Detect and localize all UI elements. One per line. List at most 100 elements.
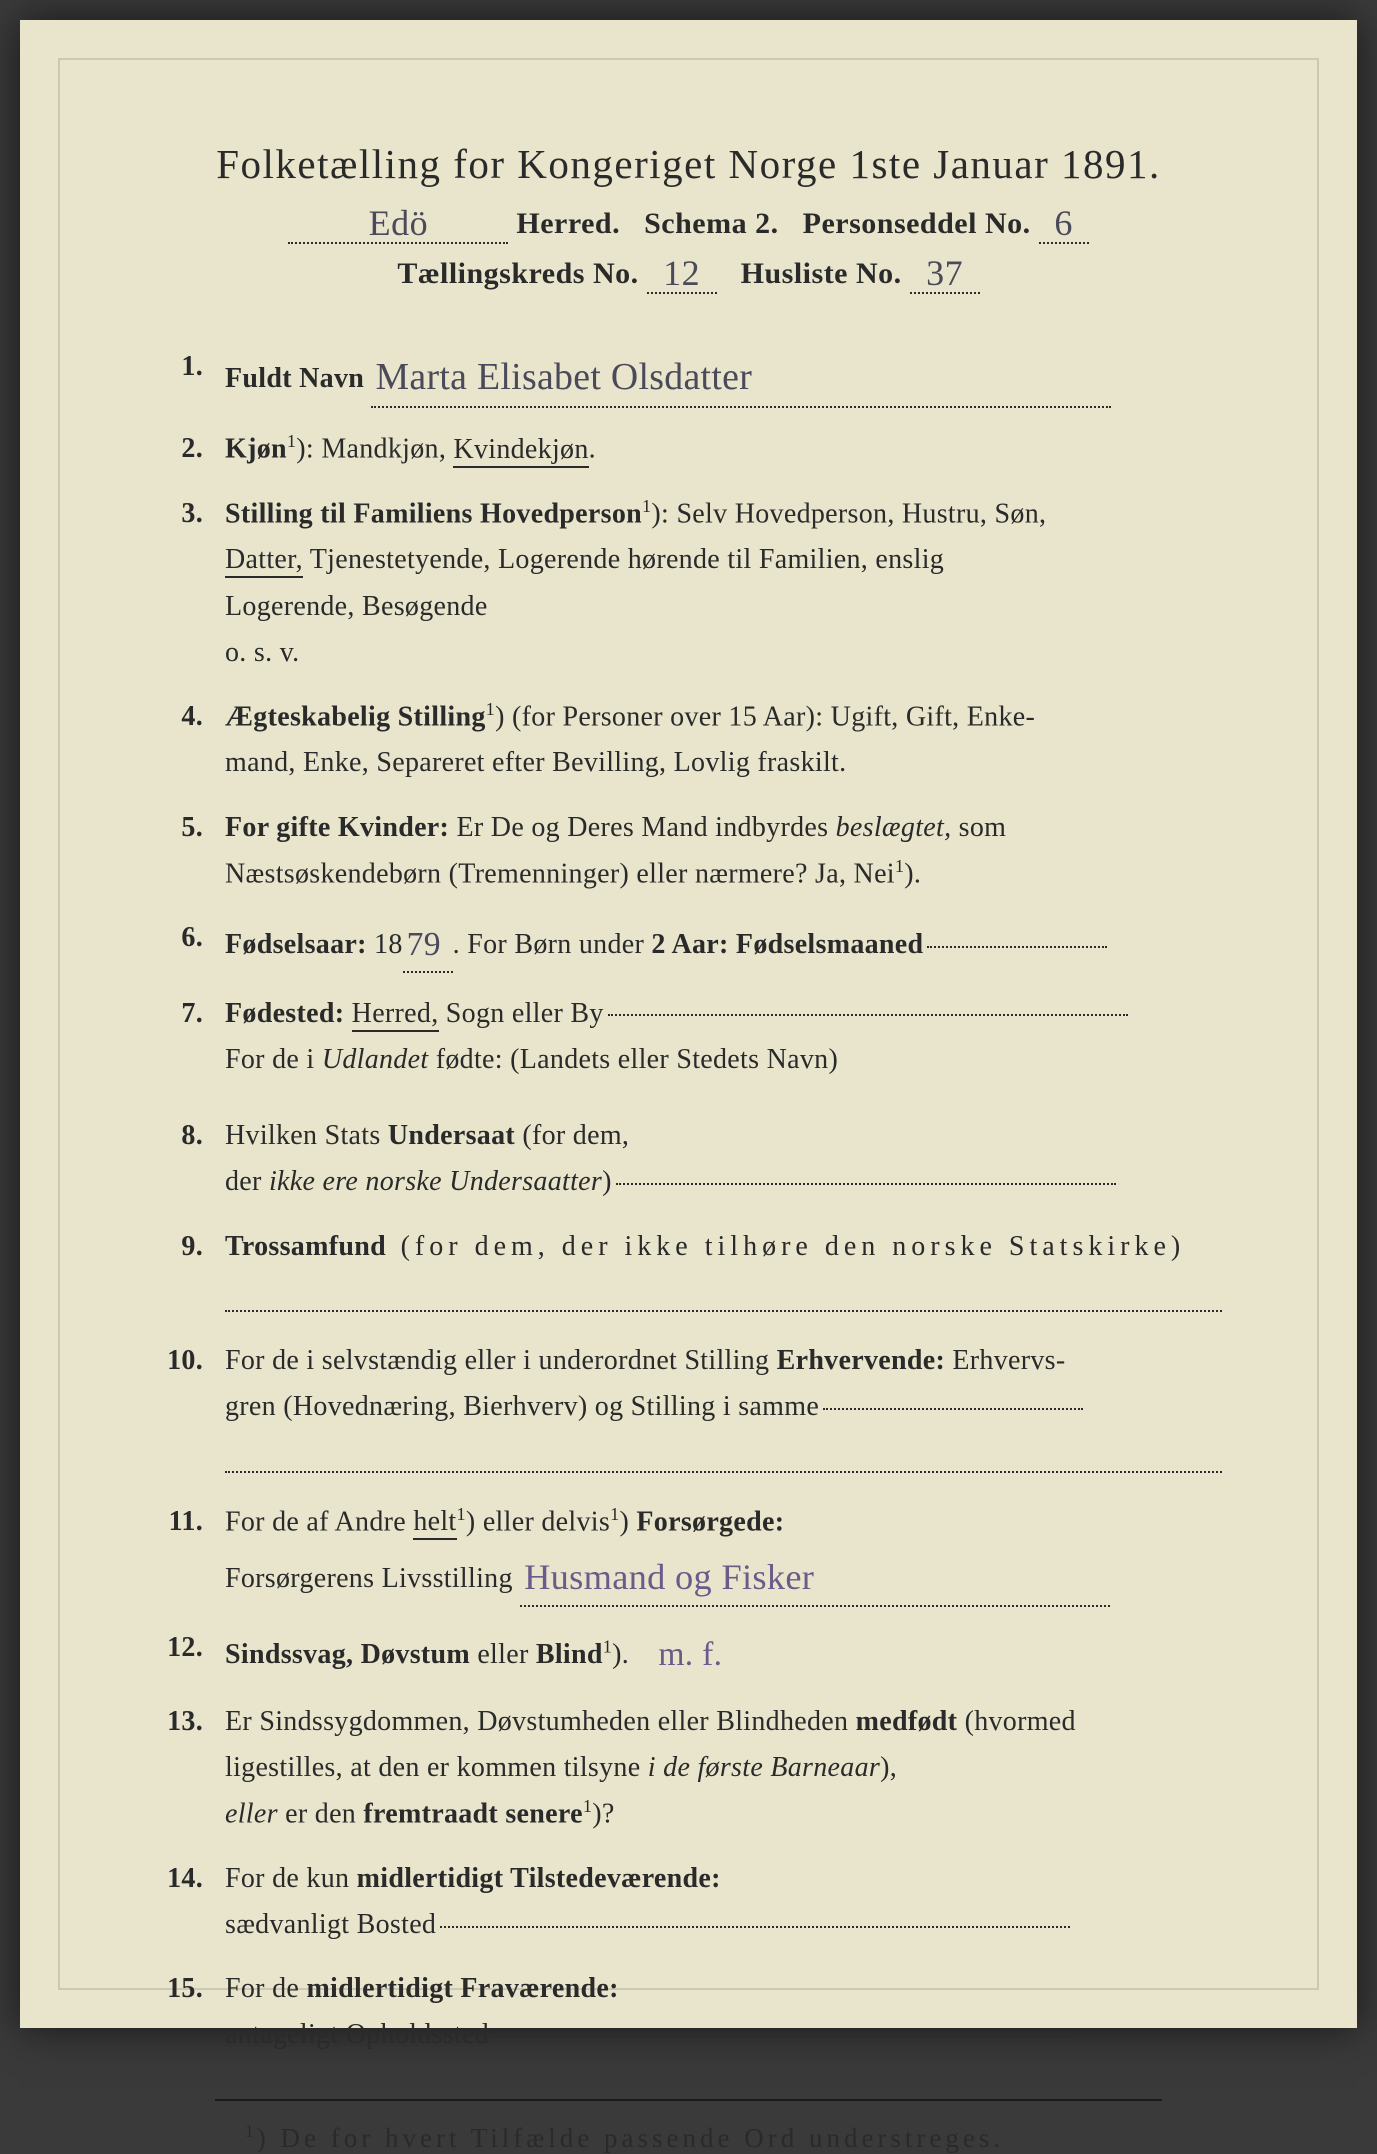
gifte-line2: Næstsøskendebørn (Tremenninger) eller næ…	[225, 851, 1222, 898]
footnote-ref: 1	[583, 1796, 592, 1816]
footnote: 1) De for hvert Tilfælde passende Ord un…	[155, 2121, 1222, 2154]
footnote-divider	[215, 2099, 1162, 2101]
name-handwritten: Marta Elisabet Olsdatter	[375, 346, 752, 408]
sindssvag-hw: m. f.	[658, 1627, 722, 1682]
item-body: Fødselsaar: 1879 . For Børn under 2 Aar: …	[225, 915, 1222, 972]
items-list: 1. Fuldt Navn Marta Elisabet Olsdatter 2…	[155, 344, 1222, 2059]
undersaat-em: ikke ere norske Undersaatter	[269, 1166, 602, 1197]
sindssvag-bold: Sindssvag, Døvstum	[225, 1639, 470, 1670]
trossamfund-tail: (for dem, der ikke tilhøre den norske St…	[401, 1231, 1186, 1262]
year-prefix: 18	[374, 929, 403, 960]
fodsel-mid: . For Børn under	[453, 929, 652, 960]
q13-line2: ligestilles, at den er kommen tilsyne i …	[225, 1745, 1222, 1791]
udlandet-pre: For de i	[225, 1044, 322, 1075]
personseddel-label: Personseddel No.	[803, 207, 1031, 240]
aegt-line2: mand, Enke, Separeret efter Bevilling, L…	[225, 740, 1222, 786]
husliste-label: Husliste No.	[741, 257, 902, 290]
gifte-tail1: som	[951, 812, 1006, 843]
form-header: Folketælling for Kongeriget Norge 1ste J…	[155, 140, 1222, 294]
forsorgede-bold: Forsørgede:	[636, 1506, 784, 1537]
stilling-opts-2: Tjenestetyende, Logerende hørende til Fa…	[303, 544, 944, 575]
kjon-label: Kjøn	[225, 434, 287, 465]
item-2: 2. Kjøn1): Mandkjøn, Kvindekjøn.	[155, 426, 1222, 473]
forsorg-pre: For de af Andre	[225, 1506, 413, 1537]
footnote-marker: 1	[245, 2121, 257, 2141]
item-number: 4.	[155, 694, 225, 787]
undersaat-pre: Hvilken Stats	[225, 1120, 388, 1151]
item-14: 14. For de kun midlertidigt Tilstedevære…	[155, 1856, 1222, 1948]
item-body: For de kun midlertidigt Tilstedeværende:…	[225, 1856, 1222, 1948]
opholdssted-label: antageligt Opholdssted	[225, 2019, 489, 2050]
item-number: 13.	[155, 1699, 225, 1838]
q13-line3: eller er den fremtraadt senere1)?	[225, 1791, 1222, 1838]
erhverv-line2: gren (Hovednæring, Bierhverv) og Stillin…	[225, 1384, 1222, 1430]
year-hw: 79	[407, 917, 441, 972]
item-number: 3.	[155, 491, 225, 676]
undersaat-post: (for dem,	[515, 1120, 629, 1151]
q13-pre: Er Sindssygdommen, Døvstumheden eller Bl…	[225, 1706, 856, 1737]
item-13: 13. Er Sindssygdommen, Døvstumheden elle…	[155, 1699, 1222, 1838]
footnote-ref: 1	[642, 496, 651, 516]
item-number: 10.	[155, 1338, 225, 1473]
q13-l3c: )?	[592, 1799, 614, 1830]
item-number: 12.	[155, 1625, 225, 1680]
livsstilling-hw: Husmand og Fisker	[524, 1547, 814, 1607]
bosted-field	[440, 1926, 1070, 1928]
opholdssted-field	[493, 2036, 1073, 2038]
header-line-2: Edö Herred. Schema 2. Personseddel No. 6	[155, 200, 1222, 244]
stilling-opts-1: Selv Hovedperson, Hustru, Søn,	[676, 498, 1046, 529]
stilling-label: Stilling til Familiens Hovedperson	[225, 498, 642, 529]
q14-pre: For de kun	[225, 1863, 357, 1894]
item-number: 11.	[155, 1499, 225, 1608]
erhverv-bold: Erhvervende:	[777, 1345, 945, 1376]
item-body: For de i selvstændig eller i underordnet…	[225, 1338, 1222, 1473]
item-8: 8. Hvilken Stats Undersaat (for dem, der…	[155, 1113, 1222, 1205]
trossamfund-field	[225, 1276, 1222, 1312]
year-field: 79	[403, 915, 453, 972]
gifte-text2: Næstsøskendebørn (Tremenninger) eller næ…	[225, 858, 895, 889]
item-number: 14.	[155, 1856, 225, 1948]
item-number: 8.	[155, 1113, 225, 1205]
item-6: 6. Fødselsaar: 1879 . For Børn under 2 Aa…	[155, 915, 1222, 972]
fodested-field	[608, 1014, 1128, 1016]
livsstilling-field: Husmand og Fisker	[520, 1545, 1110, 1607]
item-body: Ægteskabelig Stilling1) (for Personer ov…	[225, 694, 1222, 787]
fodselsmaaned-label: 2 Aar: Fødselsmaaned	[651, 929, 923, 960]
taellingskreds-hw: 12	[663, 252, 700, 294]
erhverv-pre: For de i selvstændig eller i underordnet…	[225, 1345, 777, 1376]
item-body: Kjøn1): Mandkjøn, Kvindekjøn.	[225, 426, 1222, 473]
item-body: For gifte Kvinder: Er De og Deres Mand i…	[225, 805, 1222, 898]
undersaat-bold: Undersaat	[388, 1120, 515, 1151]
herred-field: Edö	[288, 200, 508, 244]
delvis-text: delvis	[541, 1506, 610, 1537]
item-5: 5. For gifte Kvinder: Er De og Deres Man…	[155, 805, 1222, 898]
medfodt-bold: medfødt	[856, 1706, 958, 1737]
item-number: 2.	[155, 426, 225, 473]
taellingskreds-label: Tællingskreds No.	[397, 257, 638, 290]
udlandet-post: fødte: (Landets eller Stedets Navn)	[428, 1044, 838, 1075]
aegt-paren: (for Personer over 15 Aar):	[512, 701, 823, 732]
trossamfund-bold: Trossamfund	[225, 1231, 386, 1262]
q13-post: (hvormed	[957, 1706, 1076, 1737]
aegt-label: Ægteskabelig Stilling	[225, 701, 486, 732]
item-body: Trossamfund (for dem, der ikke tilhøre d…	[225, 1224, 1222, 1313]
fodselsaar-label: Fødselsaar:	[225, 929, 367, 960]
q15-line2: antageligt Opholdssted	[225, 2012, 1222, 2058]
husliste-field: 37	[910, 250, 980, 294]
item-7: 7. Fødested: Herred, Sogn eller By For d…	[155, 991, 1222, 1083]
undersaat-field	[616, 1183, 1116, 1185]
item-number: 15.	[155, 1966, 225, 2058]
undersaat-l2a: der	[225, 1166, 269, 1197]
census-form-page: Folketælling for Kongeriget Norge 1ste J…	[20, 20, 1357, 2028]
item-body: For de af Andre helt1) eller delvis1) Fo…	[225, 1499, 1222, 1608]
header-line-3: Tællingskreds No. 12 Husliste No. 37	[155, 250, 1222, 294]
sindssvag-mid: eller	[470, 1639, 536, 1670]
stilling-line3: Logerende, Besøgende	[225, 584, 1222, 630]
undersaat-l2b: )	[602, 1166, 612, 1197]
fodested-line2: For de i Udlandet fødte: (Landets eller …	[225, 1037, 1222, 1083]
item-number: 6.	[155, 915, 225, 972]
herred-label: Herred.	[516, 207, 620, 240]
livsstilling-label: Forsørgerens Livsstilling	[225, 1563, 513, 1594]
personseddel-hw: 6	[1054, 202, 1073, 244]
undersaat-line2: der ikke ere norske Undersaatter)	[225, 1159, 1222, 1205]
